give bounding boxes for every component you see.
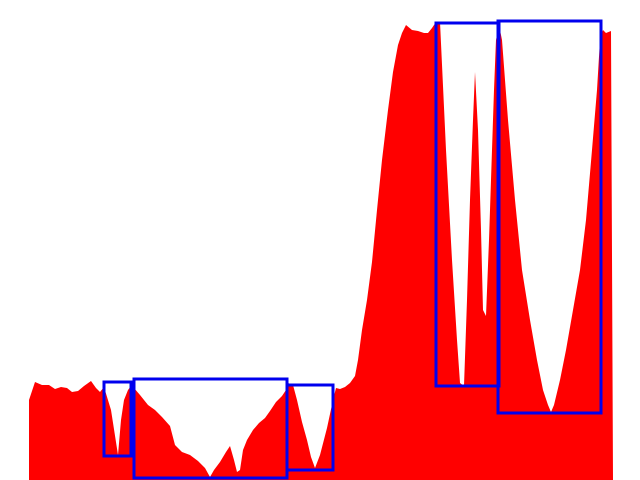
- box-1: [102, 380, 133, 458]
- detection-boxes: [102, 19, 603, 480]
- box-3: [285, 383, 335, 472]
- red-terrain: [29, 22, 613, 480]
- box-5: [496, 19, 603, 415]
